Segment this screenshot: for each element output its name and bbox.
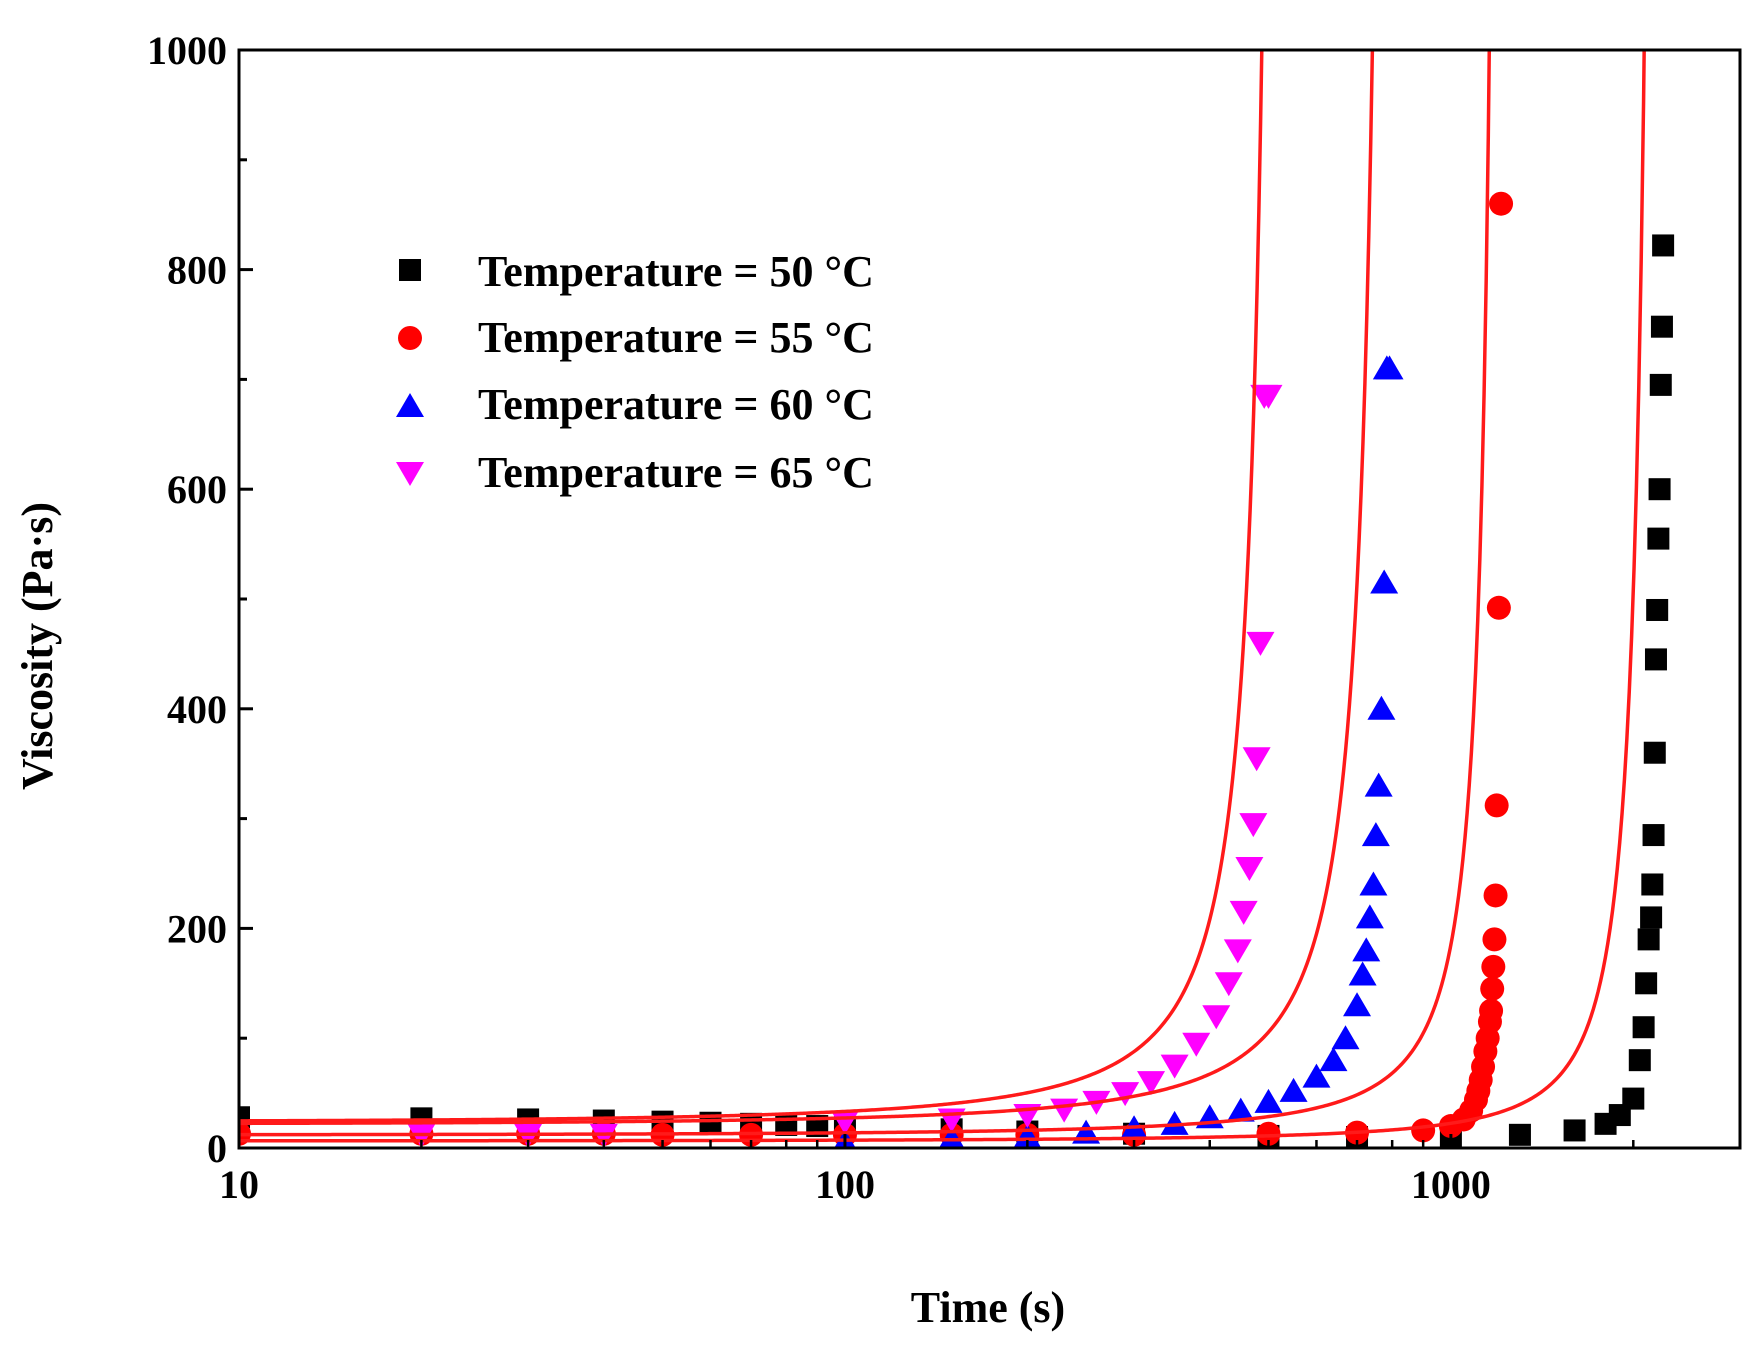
legend-marker-triangle-down: [396, 462, 424, 486]
data-point-square: [239, 1106, 250, 1129]
data-point-square: [1648, 478, 1671, 501]
data-point-triangle-up: [1352, 937, 1381, 962]
data-point-triangle-up: [1370, 569, 1399, 594]
data-point-triangle-down: [1229, 900, 1258, 925]
data-point-triangle-up: [1367, 695, 1396, 720]
data-point-triangle-up: [1226, 1097, 1255, 1122]
data-point-triangle-down: [1202, 1005, 1231, 1030]
x-tick-label: 10: [219, 1162, 259, 1207]
data-point-triangle-down: [1050, 1098, 1079, 1123]
data-point-square: [1635, 972, 1658, 995]
legend-label-50c: Temperature = 50 °C: [478, 247, 874, 296]
data-point-triangle-down: [1137, 1071, 1166, 1096]
legend-item-65c: Temperature = 65 °C: [396, 448, 874, 497]
legend-label-65c: Temperature = 65 °C: [478, 448, 874, 497]
x-tick-label: 100: [815, 1162, 875, 1207]
data-point-circle: [1486, 595, 1511, 620]
data-point-triangle-up: [1355, 904, 1384, 929]
data-point-circle: [1481, 954, 1506, 979]
fit-line-1: [239, 50, 1492, 1137]
legend-item-55c: Temperature = 55 °C: [398, 313, 874, 362]
data-point-square: [1641, 873, 1664, 896]
data-point-triangle-down: [1182, 1032, 1211, 1057]
data-point-circle: [1482, 927, 1507, 952]
plot-frame: [237, 48, 1742, 1150]
data-point-circle: [1480, 976, 1505, 1001]
data-point-triangle-down: [1239, 813, 1268, 838]
data-point-triangle-down: [1111, 1082, 1140, 1107]
data-point-triangle-down: [1160, 1054, 1189, 1079]
data-point-square: [1649, 373, 1672, 396]
data-point-triangle-up: [1302, 1063, 1331, 1088]
legend-label-55c: Temperature = 55 °C: [478, 313, 874, 362]
data-point-square: [1646, 598, 1669, 621]
series-3-markers: [407, 384, 1283, 1148]
data-point-circle: [1483, 883, 1508, 908]
data-point-square: [1637, 928, 1660, 951]
data-point-triangle-down: [1223, 939, 1252, 964]
data-point-circle: [1484, 793, 1509, 818]
data-point-triangle-up: [1013, 1124, 1042, 1148]
data-point-square: [1644, 648, 1667, 671]
y-tick-label: 600: [167, 467, 227, 512]
legend-marker-square: [399, 259, 421, 281]
data-point-triangle-up: [1331, 1025, 1360, 1050]
data-point-circle: [1479, 998, 1504, 1023]
y-axis-title: Viscosity (Pa·s): [13, 502, 62, 790]
data-point-triangle-up: [1375, 355, 1404, 380]
data-point-triangle-down: [1242, 747, 1271, 772]
y-tick-label: 0: [207, 1126, 227, 1171]
data-point-circle: [1489, 191, 1514, 216]
x-axis-title: Time (s): [911, 1283, 1065, 1332]
series-2-markers: [834, 355, 1404, 1148]
y-tick-label: 400: [167, 687, 227, 732]
data-point-triangle-up: [1254, 1088, 1283, 1113]
data-point-circle: [1411, 1118, 1436, 1143]
data-point-triangle-up: [1160, 1110, 1189, 1135]
data-point-triangle-up: [1343, 992, 1372, 1017]
data-point-triangle-up: [1361, 822, 1390, 847]
data-point-triangle-down: [1214, 972, 1243, 997]
legend-marker-circle: [398, 326, 422, 350]
fit-line-3: [239, 50, 1264, 1123]
legend-label-60c: Temperature = 60 °C: [478, 380, 874, 429]
data-point-circle: [1256, 1121, 1281, 1146]
data-point-square: [1563, 1119, 1586, 1142]
y-tick-label: 1000: [147, 28, 227, 73]
data-point-triangle-down: [1246, 631, 1275, 656]
fit-lines: [239, 50, 1646, 1143]
y-tick-label: 200: [167, 906, 227, 951]
data-point-square: [1643, 741, 1666, 764]
series-0-markers: [239, 234, 1675, 1148]
fit-line-2: [239, 50, 1375, 1126]
legend-item-60c: Temperature = 60 °C: [396, 380, 874, 429]
data-point-triangle-up: [1279, 1077, 1308, 1102]
data-point-square: [1647, 527, 1670, 550]
plot-area: [239, 50, 1675, 1148]
fit-line-0: [239, 50, 1646, 1143]
data-point-triangle-up: [1348, 961, 1377, 986]
data-point-triangle-down: [1254, 384, 1283, 409]
y-tick-label: 800: [167, 248, 227, 293]
data-point-square: [1652, 234, 1675, 257]
data-point-square: [1640, 906, 1663, 929]
legend-marker-triangle-up: [396, 393, 424, 417]
data-point-square: [1650, 315, 1673, 338]
data-point-square: [1642, 824, 1665, 847]
legend: Temperature = 50 °C Temperature = 55 °C …: [396, 247, 874, 497]
data-point-square: [1508, 1123, 1531, 1146]
data-point-triangle-up: [938, 1126, 965, 1148]
data-point-triangle-up: [1359, 871, 1388, 896]
data-point-triangle-down: [1235, 857, 1264, 882]
data-point-square: [1628, 1049, 1651, 1072]
data-point-square: [1632, 1016, 1655, 1039]
axes: 0 200 400 600 800 1000 10 100 1000: [147, 28, 1742, 1207]
data-point-square: [1622, 1087, 1645, 1110]
data-point-triangle-up: [1319, 1047, 1348, 1072]
x-tick-label: 1000: [1411, 1162, 1491, 1207]
legend-item-50c: Temperature = 50 °C: [399, 247, 874, 296]
data-point-triangle-up: [1364, 772, 1393, 797]
